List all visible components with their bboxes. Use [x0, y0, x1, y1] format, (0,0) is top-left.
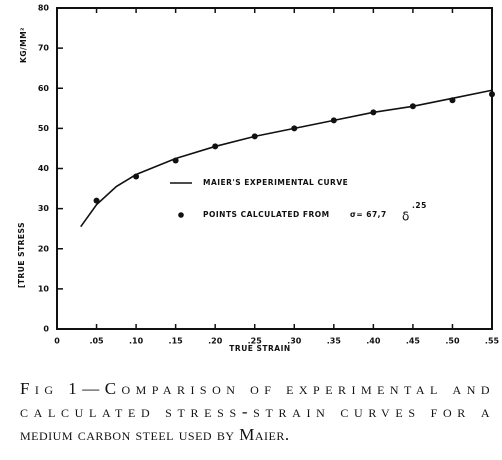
- x-tick-label: .40: [366, 337, 381, 346]
- caption: calculated stress-strain curves for a: [20, 402, 490, 421]
- x-tick-label: .30: [287, 337, 302, 346]
- calculated-point: [133, 173, 140, 180]
- formula-exponent: .25: [412, 201, 427, 210]
- x-tick-label: .20: [208, 337, 223, 346]
- y-tick-label: 70: [38, 44, 50, 53]
- x-tick-label: .15: [169, 337, 184, 346]
- y-tick-label: 10: [38, 284, 50, 293]
- legend-dot: [178, 212, 184, 218]
- y-unit: KG/MM²: [19, 27, 28, 63]
- y-tick-label: 0: [43, 325, 49, 334]
- plot-frame: [56, 7, 493, 330]
- calculated-point: [291, 125, 298, 132]
- x-tick-label: .55: [485, 337, 500, 346]
- x-tick-label: .35: [327, 337, 342, 346]
- x-tick-label: .25: [248, 337, 263, 346]
- legend-label: MAIER'S EXPERIMENTAL CURVE: [203, 178, 348, 187]
- formula: σ= 67,7: [350, 210, 387, 219]
- x-tick-label: .05: [89, 337, 104, 346]
- caption: Fig 1—Comparison of experimental and: [20, 379, 490, 398]
- calculated-point: [212, 143, 219, 150]
- calculated-point: [409, 103, 416, 110]
- y-tick-label: 40: [38, 164, 50, 173]
- x-axis-label: TRUE STRAIN: [229, 344, 290, 353]
- x-tick-label: .50: [445, 337, 460, 346]
- calculated-point: [330, 117, 337, 124]
- y-tick-label: 20: [38, 244, 50, 253]
- legend-label: POINTS CALCULATED FROM: [203, 210, 330, 219]
- x-tick-label: .10: [129, 337, 144, 346]
- formula-variable: δ: [402, 210, 409, 224]
- calculated-point: [172, 157, 179, 164]
- x-tick-label: .45: [406, 337, 421, 346]
- calculated-point: [489, 91, 495, 98]
- calculated-point: [93, 197, 100, 204]
- calculated-point: [449, 97, 456, 104]
- y-tick-label: 60: [38, 84, 50, 93]
- calculated-point: [251, 133, 258, 140]
- y-tick-label: 30: [38, 204, 50, 213]
- x-tick-label: 0: [54, 337, 60, 346]
- calculated-point: [370, 109, 377, 116]
- caption: medium carbon steel used by Maier.: [20, 425, 290, 444]
- y-axis-label: [TRUE STRESS: [17, 222, 26, 288]
- y-tick-label: 80: [38, 4, 50, 13]
- y-tick-label: 50: [38, 124, 50, 133]
- experimental-curve: [80, 89, 493, 228]
